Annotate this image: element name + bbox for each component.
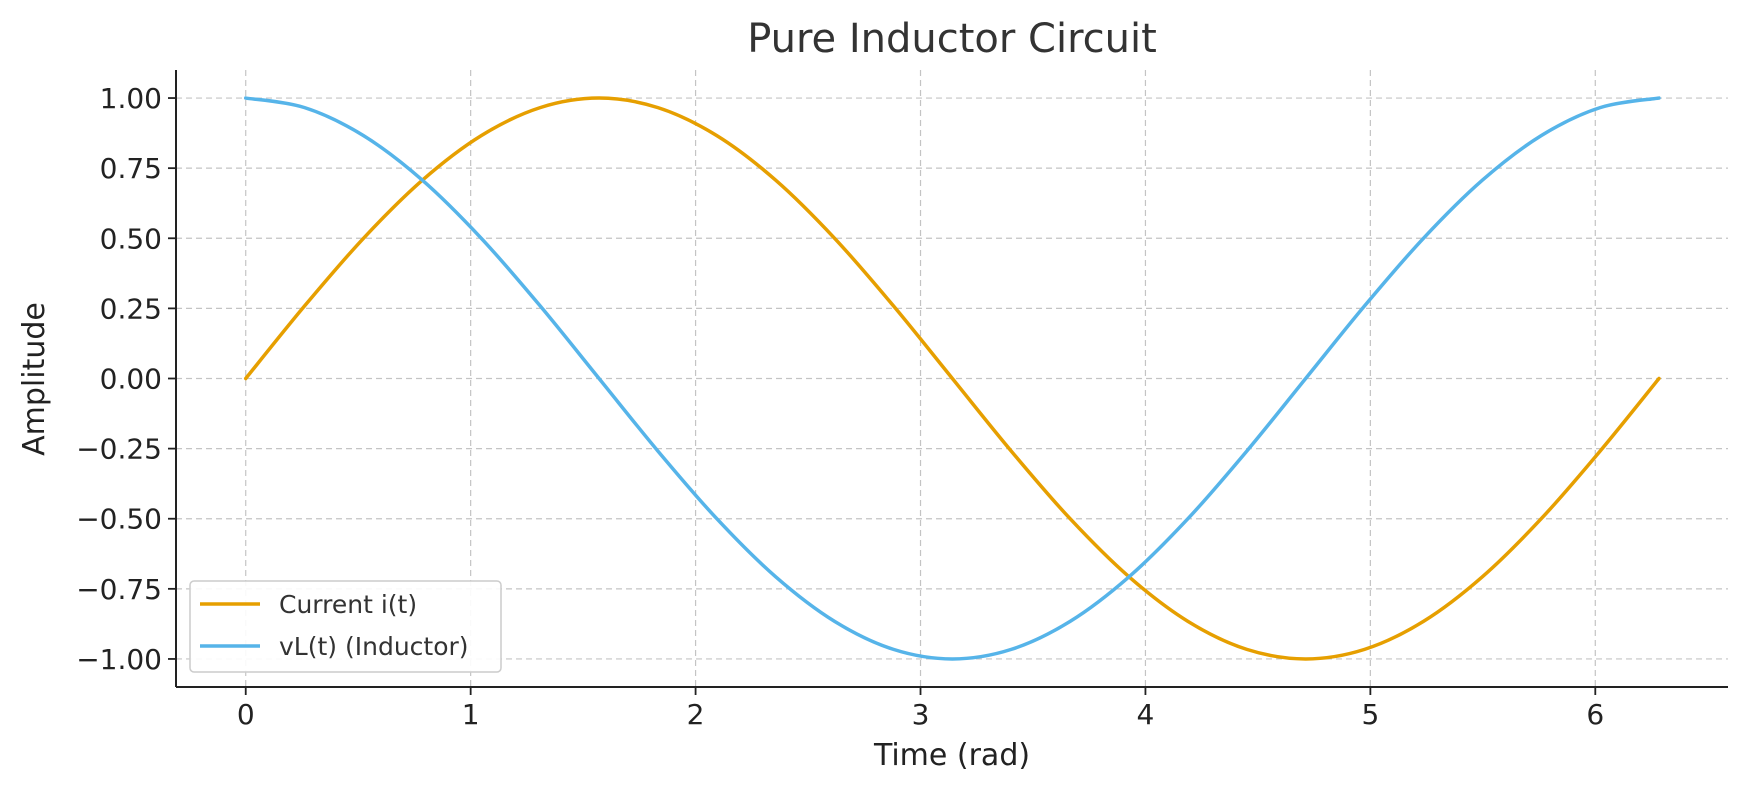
y-tick-label: −0.50: [76, 503, 162, 536]
x-axis-label: Time (rad): [873, 738, 1030, 773]
x-tick-label: 2: [687, 698, 705, 731]
x-tick-label: 4: [1137, 698, 1155, 731]
series-line-current: [243, 96, 1661, 661]
legend-label-voltage: vL(t) (Inductor): [279, 632, 469, 661]
x-ticks: 0 1 2 3 4 5 6: [237, 687, 1604, 731]
y-tick-label: 0.50: [100, 222, 162, 255]
legend-box: [189, 580, 502, 673]
x-tick-label: 3: [912, 698, 930, 731]
x-tick-label: 1: [462, 698, 480, 731]
y-tick-label: 1.00: [100, 82, 162, 115]
grid: [176, 70, 1728, 687]
y-tick-label: −0.75: [76, 573, 162, 606]
series-lines: [243, 96, 1661, 661]
series-line-voltage: [243, 96, 1661, 661]
y-tick-label: 0.00: [100, 363, 162, 396]
y-axis-label: Amplitude: [17, 302, 52, 456]
y-tick-label: 0.25: [100, 292, 162, 325]
y-tick-label: −1.00: [76, 643, 162, 676]
y-tick-label: −0.25: [76, 433, 162, 466]
x-tick-label: 6: [1586, 698, 1604, 731]
y-ticks: 1.00 0.75 0.50 0.25 0.00 −0.25 −0.50 −0.75 −1.00: [76, 82, 176, 676]
x-tick-label: 0: [237, 698, 255, 731]
chart-title: Pure Inductor Circuit: [747, 16, 1157, 62]
legend: Current i(t) vL(t) (Inductor): [189, 580, 502, 673]
y-tick-label: 0.75: [100, 152, 162, 185]
x-tick-label: 5: [1361, 698, 1379, 731]
legend-label-current: Current i(t): [279, 590, 417, 619]
